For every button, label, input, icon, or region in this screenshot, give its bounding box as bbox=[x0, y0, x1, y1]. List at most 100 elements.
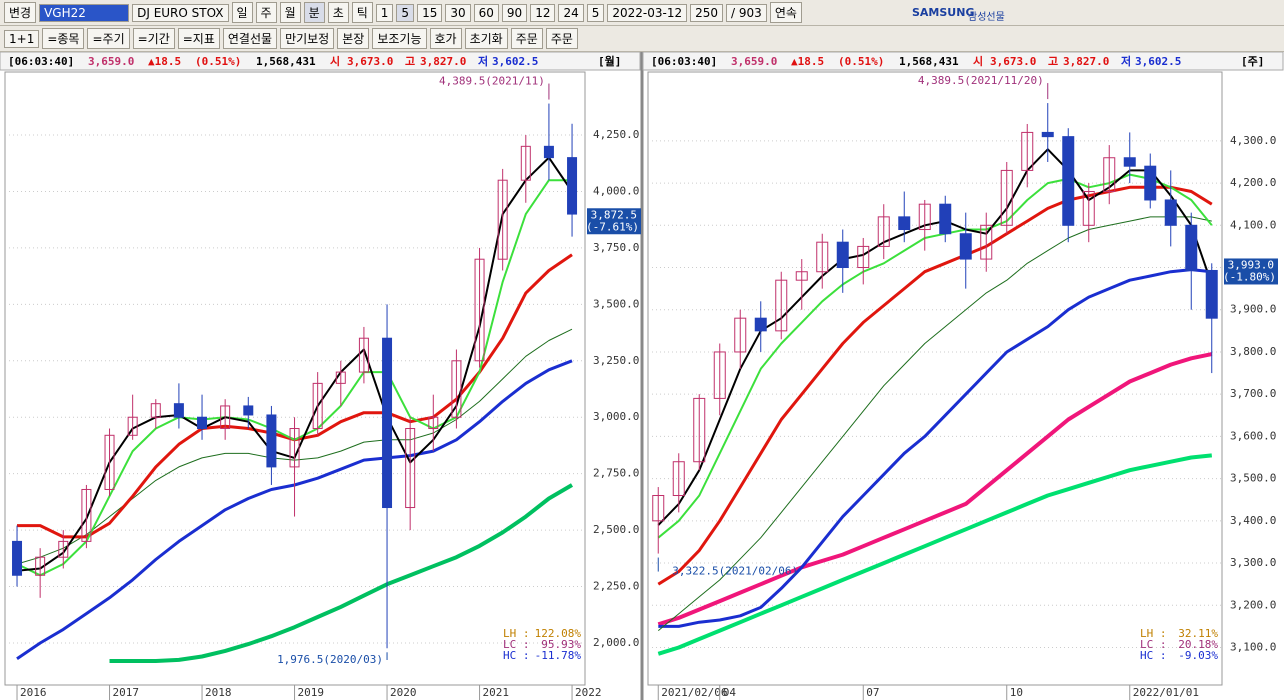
info-bar bbox=[0, 52, 641, 71]
toolbar-button[interactable]: / 903 bbox=[726, 3, 767, 22]
toolbar-button[interactable]: 월 bbox=[279, 2, 301, 23]
last-value-box bbox=[587, 208, 641, 235]
toolbar-button[interactable]: =기간 bbox=[132, 28, 175, 49]
stat-value: 20.18% bbox=[1178, 638, 1218, 651]
candle-body bbox=[197, 416, 208, 430]
last-change: (-1.80%) bbox=[1223, 270, 1276, 283]
toolbar-button[interactable]: 90 bbox=[501, 3, 528, 22]
ma-line bbox=[657, 216, 1212, 631]
low-annotation: 1,976.5(2020/03) bbox=[277, 653, 383, 666]
high-annotation: 4,389.5(2021/11/20) bbox=[918, 74, 1044, 87]
candle-body bbox=[898, 216, 911, 231]
ma-line bbox=[657, 453, 1213, 656]
candle-body bbox=[312, 382, 323, 430]
stat-label: HC : bbox=[1140, 649, 1167, 662]
candle-body bbox=[857, 245, 870, 269]
toolbar-button[interactable]: 호가 bbox=[429, 28, 462, 49]
candle-body bbox=[754, 317, 767, 332]
toolbar-button[interactable]: 본장 bbox=[337, 28, 370, 49]
info-text: 시 bbox=[330, 55, 340, 68]
toolbar-button[interactable]: 만기보정 bbox=[280, 28, 335, 49]
y-tick-label: 3,700.0 bbox=[1230, 387, 1276, 400]
toolbar-button[interactable]: 2022-03-12 bbox=[607, 3, 688, 22]
candle-body bbox=[1103, 157, 1116, 193]
toolbar-button[interactable]: 일 bbox=[231, 2, 253, 23]
brand-sub: 삼성선물 bbox=[968, 12, 1005, 23]
toolbar-button[interactable]: =주기 bbox=[87, 28, 130, 49]
candle-body bbox=[543, 145, 554, 159]
toolbar-button[interactable]: 5 bbox=[586, 3, 605, 22]
candle-body bbox=[918, 203, 931, 231]
toolbar-button[interactable]: 틱 bbox=[351, 2, 373, 23]
stat-label: LH : bbox=[1140, 627, 1167, 640]
y-tick-label: 4,100.0 bbox=[1230, 218, 1276, 231]
candle-body bbox=[497, 179, 508, 260]
info-text: ▲18.5 bbox=[791, 55, 824, 68]
candle-body bbox=[382, 337, 393, 509]
toolbar-button[interactable]: 24 bbox=[558, 3, 584, 22]
candle-body bbox=[243, 405, 254, 416]
toolbar-button[interactable]: 주 bbox=[255, 2, 277, 23]
candle-body bbox=[980, 224, 993, 260]
info-text: 1,568,431 bbox=[899, 55, 959, 68]
candle-body bbox=[1123, 157, 1136, 167]
candle-body bbox=[693, 397, 706, 463]
y-tick-label: 3,000.0 bbox=[593, 410, 639, 423]
toolbar-button[interactable]: 250 bbox=[690, 3, 724, 22]
candle-body bbox=[1041, 131, 1054, 138]
candle-body bbox=[127, 416, 138, 436]
x-tick-label: 2016 bbox=[20, 686, 47, 699]
info-text: 3,673.0 bbox=[347, 55, 393, 68]
info-text: [06:03:40] bbox=[651, 55, 717, 68]
candle-body bbox=[1021, 131, 1034, 171]
toolbar-button[interactable]: 5 bbox=[396, 3, 415, 22]
toolbar-button[interactable]: 60 bbox=[473, 3, 499, 22]
candle-body bbox=[1205, 269, 1218, 319]
toolbar-button[interactable]: 12 bbox=[530, 3, 556, 22]
period-tag: [월] bbox=[598, 54, 621, 68]
y-tick-label: 3,500.0 bbox=[593, 297, 639, 310]
toolbar-button[interactable]: =지표 bbox=[177, 28, 220, 49]
last-value-box bbox=[1224, 258, 1278, 285]
toolbar-button[interactable]: 연결선물 bbox=[222, 28, 278, 49]
stat-value: -11.78% bbox=[535, 649, 582, 662]
toolbar-button[interactable]: 변경 bbox=[4, 2, 37, 23]
toolbar-button[interactable]: 주문 bbox=[545, 28, 578, 49]
toolbar-button[interactable]: =종목 bbox=[42, 28, 85, 49]
candle-body bbox=[1144, 165, 1157, 201]
candle-body bbox=[81, 488, 92, 542]
toolbar-button[interactable]: 1 bbox=[375, 3, 394, 22]
candle-body bbox=[104, 434, 115, 490]
candle-body bbox=[220, 405, 231, 430]
ma-line bbox=[657, 352, 1213, 627]
toolbar-second: 1+1 =종목 =주기 =기간 =지표 연결선물 만기보정 본장 보조기능 호가 초기화 주문 주문 bbox=[0, 26, 1284, 52]
toolbar-button[interactable]: 초기화 bbox=[464, 28, 508, 49]
low-annotation: 3,322.5(2021/02/06) bbox=[672, 565, 798, 578]
ma-line bbox=[657, 148, 1213, 526]
toolbar-button[interactable]: 분 bbox=[303, 2, 325, 23]
stat-label: LC : bbox=[503, 638, 530, 651]
toolbar-button[interactable]: 1+1 bbox=[4, 29, 40, 48]
candle-body bbox=[35, 556, 46, 576]
y-tick-label: 4,300.0 bbox=[1230, 134, 1276, 147]
period-tag: [주] bbox=[1241, 55, 1264, 68]
toolbar-button[interactable]: 주문 bbox=[510, 28, 543, 49]
info-bar bbox=[642, 52, 1284, 71]
candle-body bbox=[939, 203, 952, 235]
toolbar-button[interactable]: 초 bbox=[327, 2, 349, 23]
info-text: 3,827.0 bbox=[420, 55, 466, 68]
candle-body bbox=[775, 279, 788, 332]
candle-body bbox=[405, 428, 416, 509]
toolbar-button[interactable]: VGH22 bbox=[39, 3, 130, 22]
toolbar-button[interactable]: 15 bbox=[417, 3, 443, 22]
toolbar-button[interactable]: 보조기능 bbox=[372, 28, 427, 49]
toolbar-button[interactable]: 30 bbox=[445, 3, 471, 22]
toolbar-button[interactable]: 연속 bbox=[769, 2, 802, 23]
charts: [06:03:40] 3,659.0 ▲18.5 (0.51%) 1,568,431 시 3… bbox=[0, 52, 1284, 700]
candle-body bbox=[713, 351, 726, 399]
toolbar-button[interactable]: DJ EURO STOX bbox=[132, 3, 229, 22]
y-tick-label: 2,500.0 bbox=[593, 523, 639, 536]
info-text: 3,673.0 bbox=[990, 55, 1036, 68]
info-text: 고 bbox=[405, 55, 415, 68]
